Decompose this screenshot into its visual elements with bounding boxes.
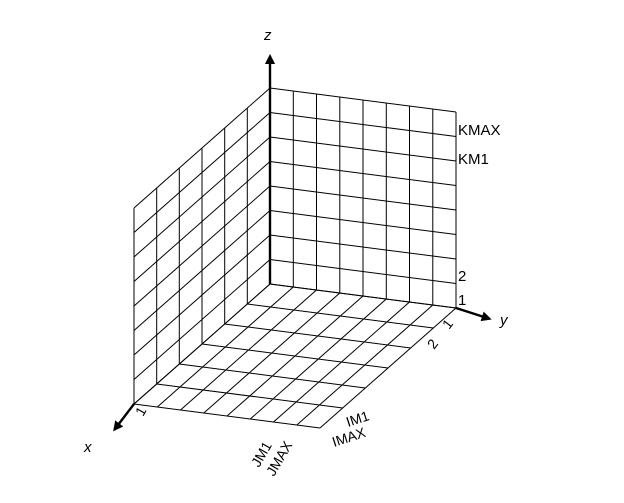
x-axis-arrow bbox=[113, 403, 135, 432]
back-horizontal-line bbox=[269, 234, 457, 260]
side-horizontal-line bbox=[133, 185, 271, 307]
side-horizontal-line bbox=[133, 161, 271, 282]
z-label-kmax: KMAX bbox=[458, 122, 501, 139]
back-horizontal-line bbox=[269, 283, 457, 309]
z-label-km1: KM1 bbox=[458, 151, 489, 168]
back-horizontal-line bbox=[269, 210, 457, 235]
side-horizontal-line bbox=[133, 210, 271, 331]
floor-j-line bbox=[201, 343, 389, 369]
side-horizontal-line bbox=[133, 259, 271, 380]
side-wall-grid bbox=[133, 87, 271, 405]
side-horizontal-line bbox=[133, 87, 271, 209]
back-horizontal-line bbox=[269, 185, 457, 211]
side-horizontal-line bbox=[133, 283, 271, 405]
floor-j-line bbox=[224, 323, 411, 349]
back-horizontal-line bbox=[269, 112, 457, 137]
i-label-1: 1 bbox=[439, 316, 457, 332]
x-axis-label: x bbox=[83, 439, 92, 456]
i-label-im1: IM1 bbox=[344, 407, 371, 429]
back-horizontal-line bbox=[269, 87, 457, 113]
side-horizontal-line bbox=[133, 112, 271, 233]
floor-grid bbox=[133, 283, 457, 429]
y-axis-arrow bbox=[455, 306, 492, 322]
back-wall-grid bbox=[269, 87, 457, 309]
z-label-1: 1 bbox=[458, 292, 466, 309]
side-horizontal-line bbox=[133, 234, 271, 356]
i-label-imax: IMAX bbox=[330, 424, 368, 450]
floor-j-line bbox=[133, 403, 321, 429]
back-horizontal-line bbox=[269, 136, 457, 162]
back-horizontal-line bbox=[269, 161, 457, 186]
floor-j-line bbox=[247, 303, 434, 329]
floor-j-line bbox=[156, 383, 343, 409]
floor-j-line bbox=[179, 363, 366, 389]
axes bbox=[113, 53, 492, 432]
i-label-2: 2 bbox=[424, 336, 442, 352]
back-horizontal-line bbox=[269, 259, 457, 284]
y-axis-label: y bbox=[499, 312, 509, 329]
z-label-2: 2 bbox=[458, 268, 466, 285]
side-horizontal-line bbox=[133, 136, 271, 258]
z-axis-label: z bbox=[263, 27, 272, 44]
